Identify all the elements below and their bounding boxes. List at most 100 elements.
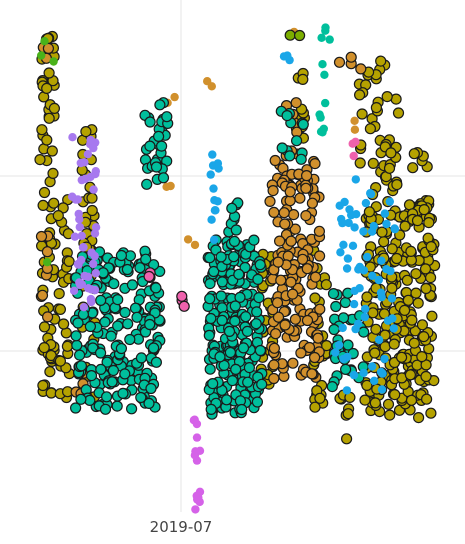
data-point bbox=[375, 55, 387, 67]
data-point bbox=[41, 82, 53, 95]
data-point bbox=[250, 318, 262, 330]
data-point bbox=[425, 272, 437, 284]
data-point bbox=[115, 342, 128, 355]
data-point bbox=[35, 230, 48, 243]
data-point bbox=[41, 246, 54, 258]
data-point bbox=[254, 259, 266, 271]
data-point bbox=[107, 364, 120, 377]
data-point bbox=[412, 297, 424, 309]
data-point bbox=[374, 335, 384, 344]
data-point bbox=[80, 126, 92, 138]
data-point bbox=[53, 288, 65, 300]
data-point bbox=[349, 299, 359, 309]
data-point bbox=[388, 338, 400, 350]
data-point bbox=[72, 317, 84, 329]
data-point bbox=[226, 202, 238, 214]
data-point bbox=[382, 398, 395, 410]
data-point bbox=[63, 255, 75, 267]
data-point bbox=[157, 172, 170, 184]
data-point bbox=[350, 223, 359, 232]
data-point bbox=[408, 337, 420, 349]
data-point bbox=[38, 321, 51, 333]
data-point bbox=[117, 387, 129, 399]
data-point bbox=[309, 351, 321, 364]
data-point bbox=[95, 363, 107, 375]
data-point bbox=[399, 304, 411, 316]
data-point bbox=[99, 316, 111, 328]
data-point bbox=[87, 297, 96, 307]
data-point bbox=[129, 302, 142, 314]
data-point bbox=[416, 351, 428, 363]
data-point bbox=[411, 215, 424, 227]
data-point bbox=[294, 192, 306, 204]
data-point bbox=[325, 35, 334, 44]
data-point bbox=[341, 433, 353, 445]
data-point bbox=[410, 287, 422, 299]
data-point bbox=[310, 271, 322, 283]
data-point bbox=[215, 290, 227, 302]
data-point bbox=[358, 326, 370, 338]
data-point bbox=[134, 262, 146, 274]
data-point bbox=[328, 323, 340, 336]
data-point bbox=[148, 342, 160, 354]
data-point bbox=[207, 378, 219, 390]
data-point bbox=[40, 37, 49, 46]
data-point bbox=[84, 284, 93, 293]
data-point bbox=[271, 297, 284, 309]
data-point bbox=[289, 313, 301, 325]
data-point bbox=[131, 311, 143, 323]
data-point bbox=[214, 351, 226, 363]
data-point bbox=[208, 150, 217, 159]
data-point bbox=[83, 150, 93, 159]
data-point bbox=[303, 341, 316, 354]
data-point bbox=[124, 333, 136, 346]
data-point bbox=[224, 346, 236, 359]
data-point bbox=[340, 197, 349, 207]
data-point bbox=[216, 276, 228, 288]
data-point bbox=[89, 143, 98, 153]
data-point bbox=[71, 195, 81, 204]
data-point bbox=[275, 274, 287, 286]
data-point bbox=[251, 396, 263, 408]
data-point bbox=[216, 314, 228, 326]
data-point bbox=[338, 218, 347, 228]
data-point bbox=[361, 304, 370, 314]
data-point bbox=[396, 351, 408, 363]
data-point bbox=[170, 92, 179, 102]
data-point bbox=[336, 248, 345, 257]
data-point bbox=[306, 368, 318, 380]
data-point bbox=[264, 195, 276, 207]
data-point bbox=[189, 416, 199, 425]
data-point bbox=[283, 51, 292, 60]
data-point bbox=[386, 282, 398, 294]
data-point bbox=[237, 342, 250, 354]
data-point bbox=[243, 362, 255, 374]
data-point bbox=[294, 29, 306, 42]
data-point bbox=[150, 282, 162, 294]
data-point bbox=[84, 320, 97, 333]
data-point bbox=[349, 370, 359, 380]
data-point bbox=[354, 157, 366, 169]
data-point bbox=[326, 381, 338, 393]
data-point bbox=[376, 367, 386, 377]
data-point bbox=[342, 386, 352, 395]
data-point bbox=[376, 288, 386, 297]
data-point bbox=[144, 318, 156, 331]
data-point bbox=[239, 261, 251, 274]
data-point bbox=[44, 366, 56, 378]
data-point bbox=[206, 170, 215, 179]
data-point bbox=[284, 186, 296, 198]
data-point bbox=[306, 197, 318, 209]
data-point bbox=[330, 300, 342, 313]
data-point bbox=[367, 307, 379, 319]
data-point bbox=[301, 170, 313, 182]
data-point bbox=[204, 363, 216, 375]
data-point bbox=[190, 451, 200, 460]
data-point bbox=[143, 397, 155, 409]
data-point bbox=[380, 209, 390, 218]
data-point bbox=[359, 394, 371, 406]
data-point bbox=[343, 352, 352, 362]
data-point bbox=[370, 323, 382, 335]
data-point bbox=[215, 251, 227, 263]
data-point bbox=[221, 394, 233, 406]
